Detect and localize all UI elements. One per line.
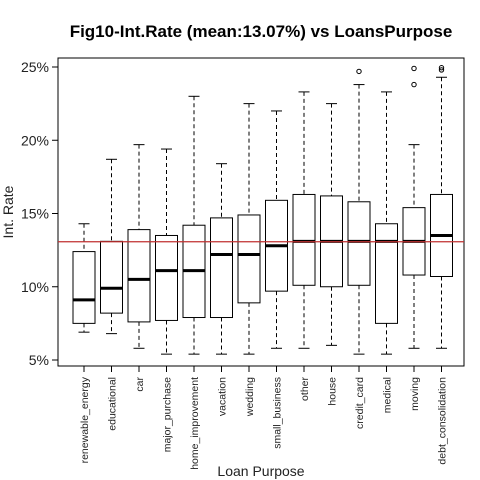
box-wedding — [237, 103, 261, 355]
iqr-box — [210, 217, 233, 319]
box-vacation — [210, 163, 233, 355]
x-axis-label: Loan Purpose — [217, 463, 304, 479]
iqr-box — [100, 240, 123, 314]
chart-title: Fig10-Int.Rate (mean:13.07%) vs LoansPur… — [70, 22, 453, 41]
box-car — [127, 144, 151, 349]
box-renewable_energy — [72, 223, 96, 333]
y-axis-label: Int. Rate — [0, 185, 16, 238]
outlier-point — [411, 65, 417, 72]
y-axis: 5% 10% 15% 20% 25% — [21, 59, 59, 368]
box-house — [320, 103, 343, 346]
y-tick-label: 20% — [21, 132, 49, 148]
x-tick-label: moving — [409, 377, 421, 411]
outlier-point — [438, 65, 445, 71]
iqr-box — [237, 214, 261, 304]
x-tick-label: vacation — [217, 377, 229, 416]
box-moving — [402, 65, 426, 349]
box-other — [292, 91, 316, 349]
iqr-box — [155, 234, 178, 321]
x-tick-label: renewable_energy — [79, 376, 91, 463]
outlier-point — [356, 68, 362, 75]
box-credit_card — [347, 68, 371, 355]
y-tick-label: 15% — [21, 206, 49, 222]
boxes-layer — [72, 65, 453, 355]
x-tick-label: wedding — [244, 377, 256, 417]
x-axis: renewable_energy educational car major_purc… — [79, 365, 449, 470]
x-tick-label: credit_card — [354, 377, 366, 429]
outlier-point — [411, 81, 417, 88]
iqr-box — [127, 229, 151, 323]
x-tick-label: educational — [107, 377, 119, 431]
iqr-box — [375, 223, 398, 324]
box-educational — [100, 158, 123, 335]
box-debt_consolidation — [430, 65, 453, 349]
x-tick-label: medical — [382, 377, 394, 413]
y-tick-label: 5% — [29, 352, 49, 368]
x-tick-label: other — [299, 377, 311, 401]
iqr-box — [347, 201, 371, 286]
y-tick-label: 10% — [21, 279, 49, 295]
x-tick-label: house — [327, 377, 339, 406]
outlier-point — [438, 67, 445, 73]
x-tick-label: major_purchase — [162, 377, 174, 452]
box-small_business — [265, 110, 288, 349]
x-tick-label: home_improvement — [189, 377, 201, 470]
iqr-box — [72, 251, 96, 324]
x-tick-label: car — [134, 377, 146, 392]
box-medical — [375, 91, 398, 355]
x-tick-label: debt_consolidation — [437, 377, 449, 465]
box-home_improvement — [182, 95, 206, 355]
x-tick-label: small_business — [272, 377, 284, 449]
y-tick-label: 25% — [21, 59, 49, 75]
box-major_purchase — [155, 148, 178, 355]
